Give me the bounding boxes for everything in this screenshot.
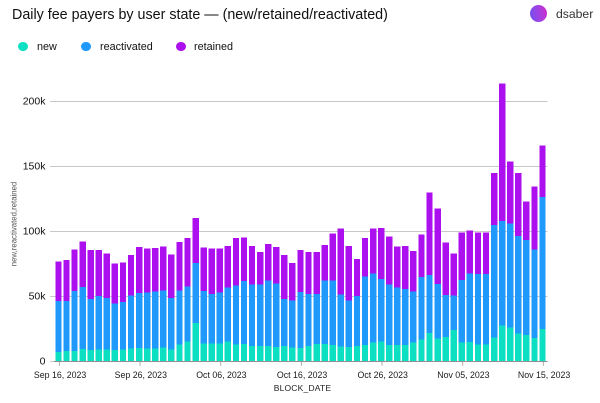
svg-text:Sep 26, 2023: Sep 26, 2023 (115, 370, 167, 380)
svg-text:0: 0 (40, 356, 46, 368)
svg-text:Nov 05, 2023: Nov 05, 2023 (437, 370, 489, 380)
svg-text:new,reactivated,retained: new,reactivated,retained (9, 182, 18, 267)
svg-text:Oct 26, 2023: Oct 26, 2023 (358, 370, 408, 380)
svg-text:Oct 06, 2023: Oct 06, 2023 (196, 370, 246, 380)
svg-text:Sep 16, 2023: Sep 16, 2023 (34, 370, 86, 380)
svg-text:BLOCK_DATE: BLOCK_DATE (274, 383, 332, 393)
svg-text:Oct 16, 2023: Oct 16, 2023 (277, 370, 327, 380)
svg-text:100k: 100k (23, 226, 47, 238)
svg-text:Nov 15, 2023: Nov 15, 2023 (518, 370, 570, 380)
svg-text:50k: 50k (29, 291, 47, 303)
svg-text:150k: 150k (23, 161, 47, 173)
svg-text:200k: 200k (23, 96, 47, 108)
